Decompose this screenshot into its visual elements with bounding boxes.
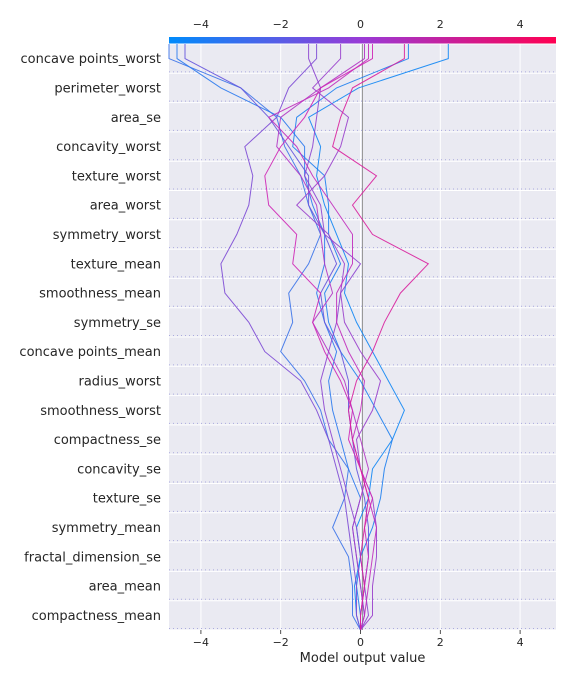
decision-line <box>168 44 361 631</box>
feature-label: texture_worst <box>72 169 161 184</box>
colorbar-gradient <box>169 37 556 44</box>
feature-label: smoothness_mean <box>39 287 161 302</box>
top-tick-label: −4 <box>193 18 209 31</box>
feature-label: texture_se <box>93 492 161 507</box>
feature-label: perimeter_worst <box>54 81 161 96</box>
top-tick-label: 4 <box>517 18 524 31</box>
feature-label: concavity_worst <box>56 140 161 155</box>
feature-label: radius_worst <box>79 374 162 389</box>
decision-lines <box>168 44 449 631</box>
feature-label: concave points_worst <box>20 52 161 67</box>
feature-label: compactness_mean <box>32 609 161 624</box>
top-tick-label: −2 <box>273 18 289 31</box>
x-axis-title: Model output value <box>300 651 426 666</box>
feature-label: area_mean <box>89 580 161 595</box>
feature-label: symmetry_worst <box>53 228 161 243</box>
top-tick-label: 2 <box>437 18 444 31</box>
x-axis-tick-labels: −4 −2 0 2 4 <box>193 630 524 649</box>
feature-label: symmetry_mean <box>52 521 161 536</box>
decision-line <box>276 44 370 631</box>
decision-line <box>264 44 374 630</box>
feature-label: compactness_se <box>54 433 161 448</box>
x-tick-label: −4 <box>193 636 209 649</box>
feature-label: concavity_se <box>77 462 161 477</box>
feature-label: area_worst <box>90 199 161 214</box>
x-tick-label: 0 <box>357 636 364 649</box>
feature-label: symmetry_se <box>74 316 161 331</box>
top-tick-labels: −4 −2 0 2 4 <box>193 18 524 31</box>
decision-line <box>220 44 361 631</box>
top-colorbar: −4 −2 0 2 4 <box>169 18 556 44</box>
feature-label: texture_mean <box>71 257 161 272</box>
feature-label: smoothness_worst <box>40 404 161 419</box>
top-tick-label: 0 <box>357 18 364 31</box>
feature-label: area_se <box>111 111 161 126</box>
feature-label: fractal_dimension_se <box>24 550 161 565</box>
x-tick-label: 4 <box>517 636 524 649</box>
decision-line <box>332 44 430 630</box>
x-tick-label: −2 <box>273 636 289 649</box>
x-tick-label: 2 <box>437 636 444 649</box>
decision-line <box>304 44 370 631</box>
feature-labels: compactness_mean area_mean fractal_dimensi… <box>19 52 161 624</box>
decision-line <box>295 44 382 631</box>
feature-label: concave points_mean <box>19 345 161 360</box>
decision-line <box>267 44 378 631</box>
